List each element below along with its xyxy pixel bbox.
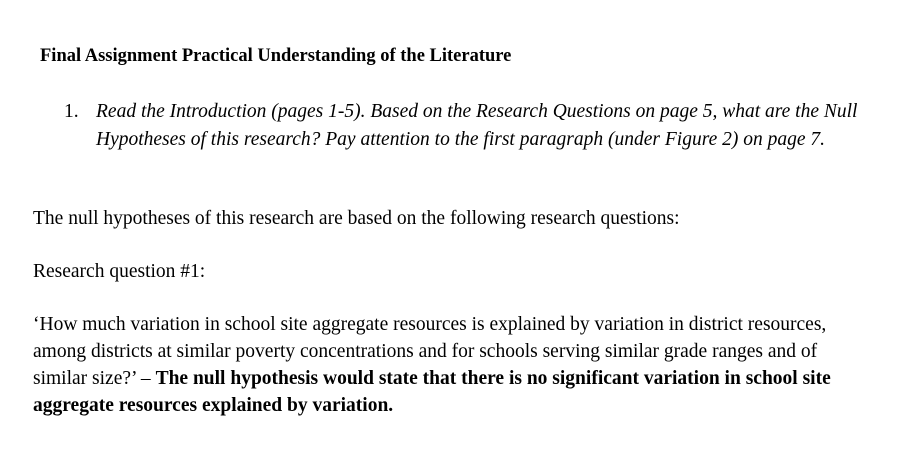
question-number: 1. bbox=[64, 101, 79, 122]
question-item: 1. Read the Introduction (pages 1-5). Ba… bbox=[64, 98, 864, 154]
research-question-quote: ‘How much variation in school site aggre… bbox=[33, 314, 827, 389]
question-text: Read the Introduction (pages 1-5). Based… bbox=[96, 101, 858, 150]
research-question-label: Research question #1: bbox=[33, 261, 206, 282]
document-title: Final Assignment Practical Understanding… bbox=[40, 46, 512, 66]
intro-paragraph: The null hypotheses of this research are… bbox=[33, 208, 680, 229]
research-question-paragraph: ‘How much variation in school site aggre… bbox=[33, 311, 873, 419]
null-hypothesis-statement: The null hypothesis would state that the… bbox=[33, 368, 831, 416]
